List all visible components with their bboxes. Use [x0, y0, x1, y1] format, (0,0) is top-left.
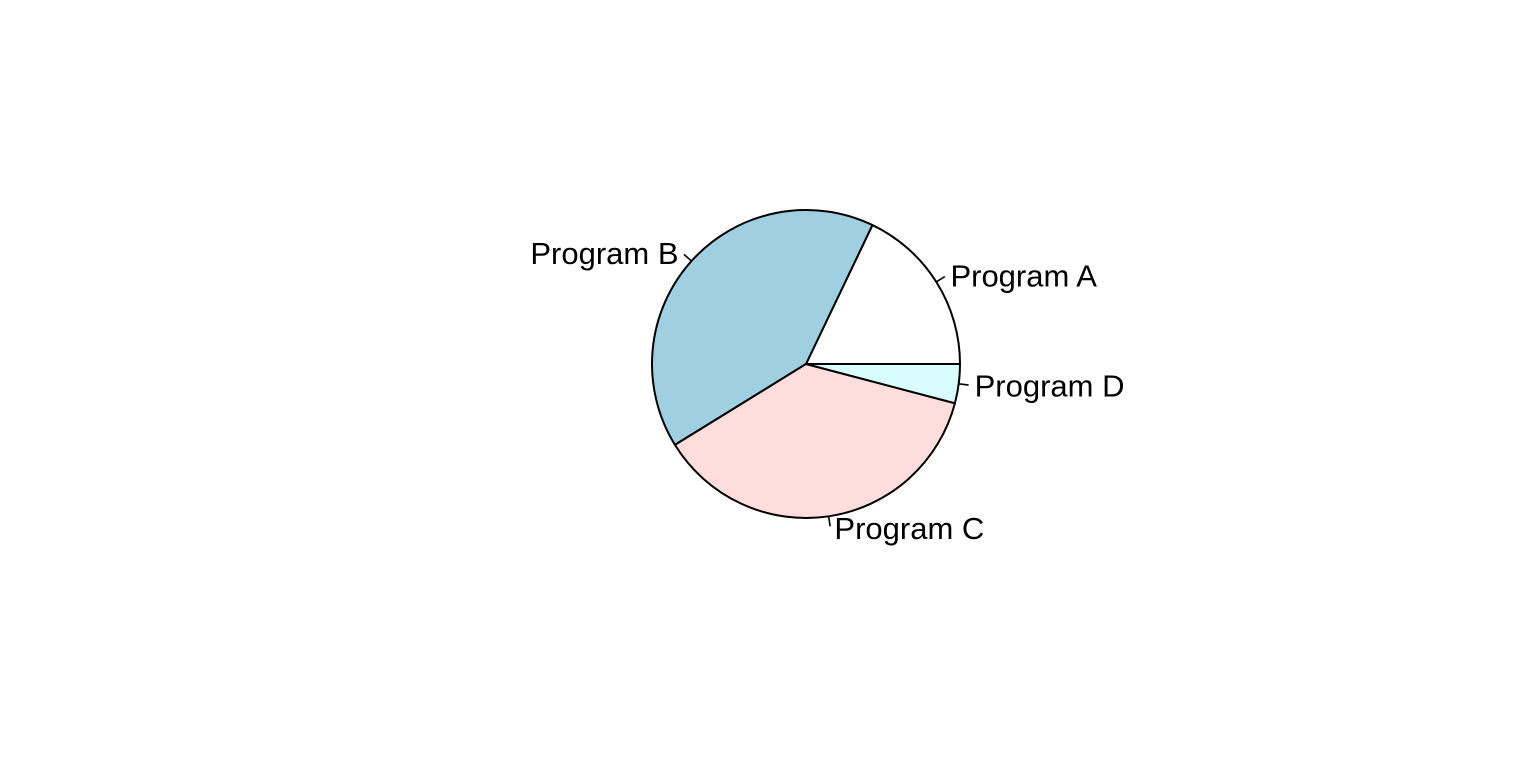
slice-labels-layer: Program A Program B Program C Program D [530, 236, 1124, 546]
label-tick-program-b [683, 253, 692, 262]
label-tick-program-a [935, 275, 946, 283]
pie-slice-program-a [805, 224, 961, 365]
label-ticks-layer [683, 253, 969, 527]
slice-label-program-c: Program C [834, 511, 984, 546]
slice-label-program-a: Program A [950, 258, 1097, 293]
label-tick-program-d [958, 382, 969, 386]
pie-slice-program-c [673, 363, 956, 519]
slice-label-program-b: Program B [530, 236, 678, 271]
slices-layer [651, 209, 961, 519]
slice-label-program-d: Program D [975, 368, 1125, 403]
label-tick-program-c [827, 516, 831, 527]
pie-slice-program-b [651, 209, 874, 446]
